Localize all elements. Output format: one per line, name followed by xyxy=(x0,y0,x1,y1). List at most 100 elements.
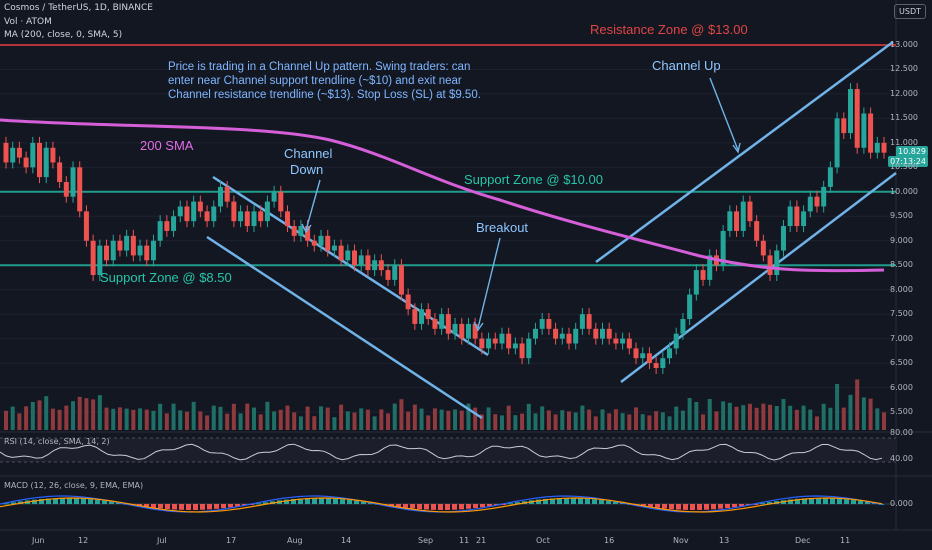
candle-body xyxy=(378,260,384,271)
candle-body xyxy=(814,196,820,207)
price-tick-label: 11.000 xyxy=(890,137,918,147)
volume-bar xyxy=(57,409,62,430)
candle-body xyxy=(767,255,773,275)
volume-bar xyxy=(573,412,578,430)
volume-bar xyxy=(84,398,89,430)
volume-bar xyxy=(835,384,840,430)
macd-histogram-bar xyxy=(46,498,51,504)
candle-body xyxy=(30,142,36,168)
macd-histogram-bar xyxy=(242,504,247,506)
candle-body xyxy=(512,343,518,349)
rsi-tick-40: 40.00 xyxy=(890,454,913,463)
volume-line[interactable]: Vol · ATOM xyxy=(4,17,52,27)
symbol-line[interactable]: Cosmos / TetherUS, 1D, BINANCE xyxy=(4,3,153,13)
candle-body xyxy=(519,343,525,359)
macd-histogram-bar xyxy=(753,504,758,505)
candle-body xyxy=(130,235,136,256)
ma-line[interactable]: MA (200, close, 0, SMA, 5) xyxy=(4,30,123,40)
candle-body xyxy=(452,323,458,334)
candle-body xyxy=(211,206,217,222)
channel-down-arrowhead xyxy=(301,223,312,234)
volume-bar xyxy=(231,403,236,430)
rsi-title[interactable]: RSI (14, close, SMA, 14, 2) xyxy=(4,437,110,446)
sma-200-line xyxy=(0,118,885,273)
volume-bar xyxy=(251,407,256,430)
candle-body xyxy=(63,182,69,197)
candle-body xyxy=(526,338,532,359)
candle-body xyxy=(667,348,673,359)
candle-body xyxy=(57,162,63,183)
macd-histogram-bar xyxy=(291,498,296,504)
candle-body xyxy=(251,211,257,227)
candle-body xyxy=(646,353,652,364)
countdown-badge: 07:13:24 xyxy=(888,156,928,167)
macd-histogram-bar xyxy=(95,499,100,504)
time-tick-label: 17 xyxy=(226,536,237,545)
time-tick-label: Aug xyxy=(287,536,303,545)
macd-histogram-bar xyxy=(613,501,618,504)
candle-body xyxy=(325,235,331,251)
candle-body xyxy=(305,226,311,241)
volume-bar xyxy=(640,414,645,430)
volume-bar xyxy=(493,414,498,430)
candle-body xyxy=(264,201,270,222)
candle-body xyxy=(412,309,418,324)
candle-body xyxy=(861,113,867,148)
support-10-label: Support Zone @ $10.00 xyxy=(464,172,603,187)
macd-histogram-bar xyxy=(851,500,856,504)
macd-histogram-bar xyxy=(32,499,37,504)
volume-bar xyxy=(365,409,370,430)
price-tick-label: 8.500 xyxy=(890,260,913,270)
volume-bar xyxy=(479,414,484,430)
candle-body xyxy=(144,245,150,261)
time-tick-label: 11 xyxy=(459,536,470,545)
macd-histogram-bar xyxy=(809,498,814,504)
macd-histogram-bar xyxy=(550,498,555,504)
volume-bar xyxy=(526,403,531,430)
candle-body xyxy=(284,211,290,227)
volume-bar xyxy=(801,405,806,430)
macd-histogram-bar xyxy=(536,499,541,504)
volume-bar xyxy=(218,406,223,430)
volume-bar xyxy=(520,413,525,430)
volume-bar xyxy=(104,407,109,430)
time-tick-label: Nov xyxy=(673,536,689,545)
volume-bar xyxy=(680,410,685,430)
macd-histogram-bar xyxy=(697,504,702,510)
price-tick-label: 5.500 xyxy=(890,407,913,416)
macd-histogram-bar xyxy=(158,504,163,509)
macd-histogram-bar xyxy=(725,504,730,508)
channel-down-lower xyxy=(206,235,483,420)
price-tick-label: 7.000 xyxy=(890,333,913,343)
candle-body xyxy=(794,206,800,227)
volume-bar xyxy=(533,413,538,430)
candle-body xyxy=(298,226,304,236)
macd-histogram-bar xyxy=(312,498,317,504)
macd-histogram-bar xyxy=(39,499,44,504)
channel-down-label-1: Channel xyxy=(284,146,333,161)
candle-body xyxy=(827,167,833,187)
macd-title[interactable]: MACD (12, 26, close, 9, EMA, EMA) xyxy=(4,481,144,490)
volume-bar xyxy=(4,410,8,430)
currency-badge[interactable]: USDT xyxy=(894,4,926,19)
candle-body xyxy=(640,353,646,359)
macd-histogram-bar xyxy=(802,498,807,504)
candle-body xyxy=(620,338,626,344)
volume-bar xyxy=(546,410,551,430)
candle-body xyxy=(150,240,156,261)
volume-bar xyxy=(71,401,76,430)
candle-body xyxy=(204,211,210,222)
candle-body xyxy=(747,201,753,222)
candle-body xyxy=(405,294,411,310)
volume-bar xyxy=(828,407,833,430)
candle-body xyxy=(754,221,760,241)
volume-bar xyxy=(44,396,49,430)
channel-up-upper xyxy=(595,40,894,264)
volume-bar xyxy=(272,411,277,430)
volume-bar xyxy=(10,406,15,430)
volume-bar xyxy=(466,403,471,430)
candle-body xyxy=(231,201,237,222)
candle-body xyxy=(868,113,874,153)
volume-bar xyxy=(761,403,766,430)
